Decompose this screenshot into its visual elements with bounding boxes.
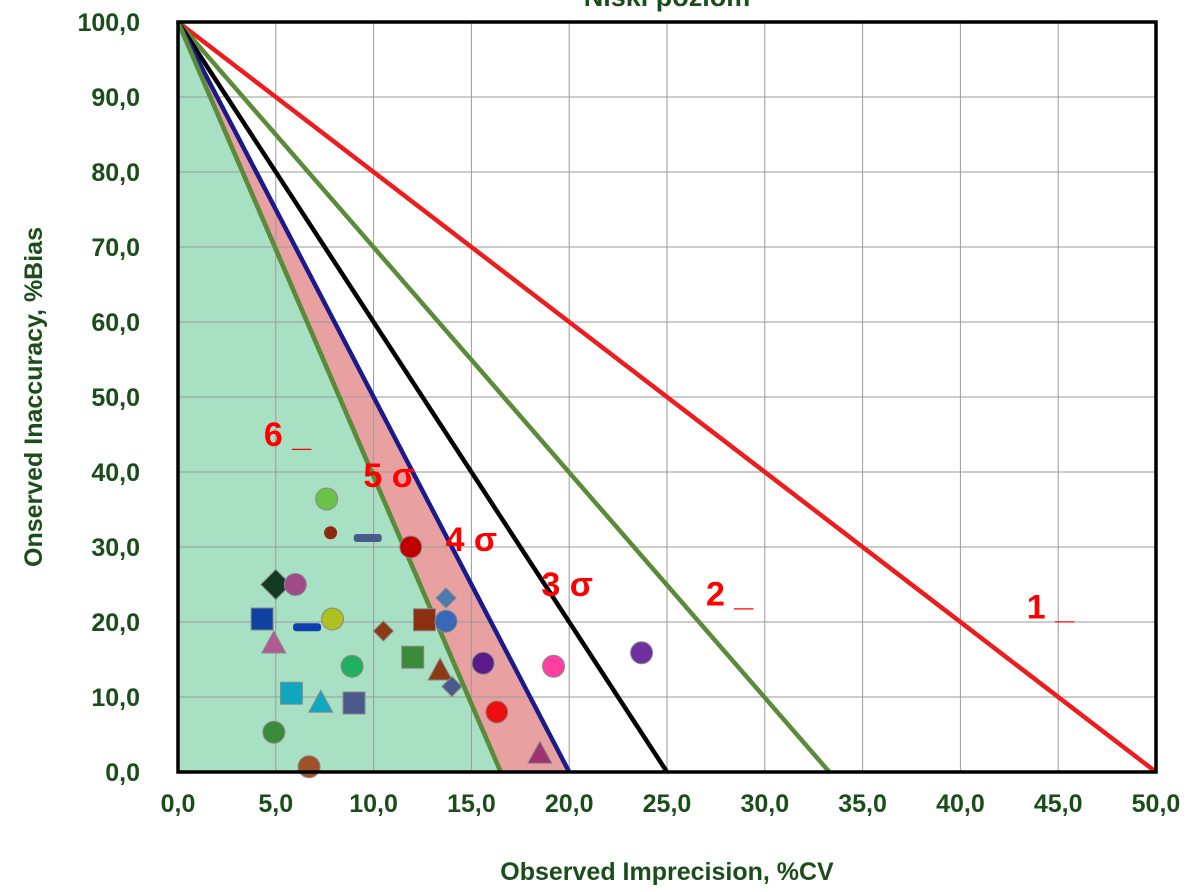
y-tick-label: 50,0: [91, 384, 140, 412]
data-point: [324, 526, 338, 540]
sigma-label: 5 σ: [363, 457, 415, 495]
sigma-line: [176, 20, 832, 774]
data-point: [307, 689, 334, 713]
sigma-labels: 1 _ 2 _ 3 σ 4 σ 5 σ 6 _: [264, 416, 1075, 627]
x-axis-title: Observed Imprecision, %CV: [500, 858, 834, 886]
x-tick-labels: 0,0 5,0 10,0 15,0 20,0 25,0 30,0 35,0 40,0 45,0 50…: [161, 790, 1181, 818]
x-tick-label: 50,0: [1132, 790, 1181, 818]
x-tick-label: 45,0: [1034, 790, 1083, 818]
x-tick-label: 0,0: [161, 790, 196, 818]
data-point: [372, 620, 395, 642]
x-tick-label: 20,0: [545, 790, 594, 818]
data-point: [261, 629, 287, 654]
x-tick-label: 15,0: [447, 790, 496, 818]
sigma-label: 2 _: [706, 576, 754, 614]
y-axis-title: Onserved Inaccuracy, %Bias: [20, 227, 48, 567]
x-tick-label: 40,0: [936, 790, 985, 818]
y-tick-label: 80,0: [91, 159, 140, 187]
y-tick-label: 90,0: [91, 84, 140, 112]
data-point: [353, 534, 382, 542]
sigma-line: [176, 20, 572, 774]
data-point: [630, 641, 654, 665]
chart-title: Niski poziom: [584, 0, 751, 12]
data-point: [441, 675, 463, 698]
x-tick-label: 5,0: [258, 790, 293, 818]
data-point: [485, 700, 509, 724]
data-point: [427, 656, 453, 681]
data-point: [412, 608, 436, 632]
y-tick-label: 20,0: [91, 609, 140, 637]
sigma-line: [176, 20, 1158, 774]
data-point: [434, 609, 458, 633]
sigma-label: 4 σ: [446, 521, 498, 559]
y-tick-labels: 0,0 10,0 20,0 30,0 40,0 50,0 60,0 70,0 80,0 90,0 1…: [77, 9, 140, 787]
y-tick-label: 40,0: [91, 459, 140, 487]
data-point: [262, 720, 286, 744]
y-tick-label: 30,0: [91, 534, 140, 562]
sigma-line: [175, 21, 503, 773]
data-point: [297, 755, 321, 779]
data-point: [283, 573, 307, 596]
sigma-label: 1 _: [1027, 588, 1075, 626]
plot-frame: [176, 20, 1158, 774]
x-tick-label: 10,0: [349, 790, 398, 818]
y-tick-label: 100,0: [77, 9, 140, 37]
data-point: [401, 645, 425, 669]
y-tick-label: 70,0: [91, 234, 140, 262]
y-tick-label: 0,0: [105, 759, 140, 787]
x-tick-label: 35,0: [838, 790, 887, 818]
data-point: [315, 487, 339, 511]
y-tick-label: 10,0: [91, 684, 140, 712]
data-point: [527, 740, 553, 764]
sigma-label: 3 σ: [541, 566, 593, 604]
sigma-line: [176, 20, 669, 774]
data-point: [340, 654, 364, 678]
data-point: [342, 691, 366, 715]
x-tick-label: 25,0: [643, 790, 692, 818]
data-point: [250, 607, 274, 631]
sigma-lines: [175, 20, 1158, 774]
data-point: [542, 654, 566, 678]
data-point: [321, 607, 345, 631]
sigma-label: 6 _: [264, 416, 312, 454]
data-point: [471, 651, 495, 675]
data-point: [279, 681, 303, 705]
y-tick-label: 60,0: [91, 309, 140, 337]
data-point: [293, 623, 322, 632]
data-point: [399, 535, 423, 559]
data-point: [435, 587, 457, 609]
x-tick-label: 30,0: [740, 790, 789, 818]
